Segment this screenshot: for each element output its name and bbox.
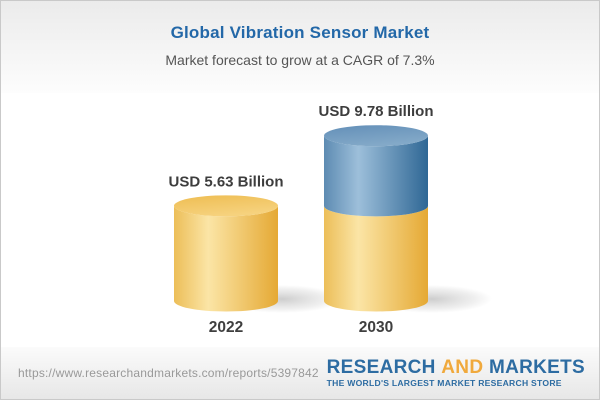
logo-wordmark: RESEARCH AND MARKETS bbox=[326, 356, 585, 378]
category-label: 2022 bbox=[209, 319, 243, 336]
chart-header: Global Vibration Sensor Market Market fo… bbox=[1, 1, 599, 68]
value-label: USD 9.78 Billion bbox=[318, 103, 433, 120]
logo-word-and: AND bbox=[441, 356, 484, 378]
source-url[interactable]: https://www.researchandmarkets.com/repor… bbox=[18, 366, 319, 380]
cylinder-top bbox=[324, 125, 428, 147]
chart-subtitle: Market forecast to grow at a CAGR of 7.3… bbox=[165, 52, 435, 68]
chart-title: Global Vibration Sensor Market bbox=[170, 23, 430, 42]
researchandmarkets-logo[interactable]: RESEARCH AND MARKETS THE WORLD'S LARGEST… bbox=[326, 356, 585, 389]
cylinder-segment-blue bbox=[324, 135, 428, 217]
cylinder-segment-yellow bbox=[174, 205, 278, 312]
logo-word-markets: MARKETS bbox=[488, 356, 585, 378]
category-label: 2030 bbox=[359, 319, 393, 336]
header-band bbox=[1, 1, 599, 93]
logo-tagline: THE WORLD'S LARGEST MARKET RESEARCH STOR… bbox=[326, 378, 562, 389]
footer: https://www.researchandmarkets.com/repor… bbox=[1, 347, 599, 399]
value-label: USD 5.63 Billion bbox=[168, 173, 283, 190]
footer-band bbox=[1, 347, 599, 399]
cylinder-top bbox=[174, 195, 278, 217]
cylinder-segment-yellow bbox=[324, 205, 428, 312]
logo-word-research: RESEARCH bbox=[326, 356, 436, 378]
bars-layer: USD 5.63 Billion 2022 USD 9.78 Billion 2030 bbox=[168, 103, 492, 336]
